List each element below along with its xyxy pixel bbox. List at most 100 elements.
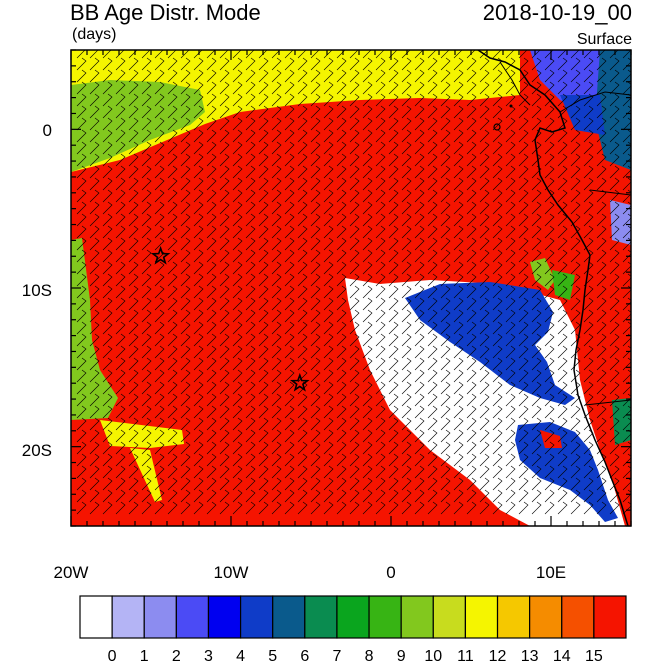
wind-barb <box>427 165 438 179</box>
wind-barb <box>427 261 438 275</box>
wind-barb <box>206 345 217 359</box>
wind-barb <box>102 177 113 191</box>
wind-barb <box>362 213 373 227</box>
wind-barb <box>518 153 529 167</box>
wind-barb <box>544 153 555 167</box>
wind-barb <box>245 129 256 143</box>
wind-barb <box>570 141 581 155</box>
wind-barb <box>492 201 503 215</box>
wind-barb <box>258 213 269 227</box>
wind-barb <box>167 273 178 287</box>
wind-barb <box>245 105 256 119</box>
wind-barb <box>453 321 464 335</box>
wind-barb <box>375 345 386 359</box>
wind-barb <box>362 465 373 479</box>
wind-barb <box>375 381 386 395</box>
wind-barb <box>258 321 269 335</box>
wind-barb <box>492 237 503 251</box>
wind-barb <box>440 201 451 215</box>
wind-barb <box>362 297 373 311</box>
wind-barb <box>401 429 412 443</box>
wind-barb <box>167 333 178 347</box>
wind-barb <box>362 333 373 347</box>
wind-barb <box>102 213 113 227</box>
wind-barb <box>531 333 542 347</box>
wind-barb <box>232 50 242 59</box>
wind-barb <box>544 429 555 443</box>
wind-barb <box>544 237 555 251</box>
wind-barb <box>310 297 321 311</box>
wind-barb <box>323 465 334 479</box>
wind-barb <box>258 201 269 215</box>
wind-barb <box>466 213 477 227</box>
wind-barb <box>323 333 334 347</box>
wind-barb <box>466 225 477 239</box>
wind-barb <box>479 50 489 59</box>
wind-barb <box>141 321 152 335</box>
wind-barb <box>518 345 529 359</box>
wind-barb <box>323 405 334 419</box>
wind-barb <box>349 261 360 275</box>
wind-barb <box>193 50 203 59</box>
wind-barb <box>76 405 87 419</box>
wind-barb <box>219 50 229 59</box>
wind-barb <box>349 81 360 95</box>
wind-barb <box>466 429 477 443</box>
wind-barb <box>128 381 139 395</box>
wind-barb <box>414 417 425 431</box>
coastline <box>477 50 629 526</box>
wind-barb <box>232 333 243 347</box>
wind-barb <box>414 261 425 275</box>
wind-barb <box>271 129 282 143</box>
wind-barb <box>544 321 555 335</box>
wind-barb <box>271 153 282 167</box>
colorbar-label: 12 <box>488 648 507 665</box>
wind-barb <box>518 50 528 59</box>
wind-barb <box>89 345 100 359</box>
wind-barb <box>206 261 217 275</box>
wind-barb <box>89 57 100 71</box>
wind-barb <box>375 141 386 155</box>
wind-barb <box>466 177 477 191</box>
wind-barb <box>492 273 503 287</box>
wind-barb <box>219 381 230 395</box>
wind-barb <box>258 117 269 131</box>
wind-barb <box>89 297 100 311</box>
wind-barb <box>284 405 295 419</box>
wind-barb <box>154 477 165 491</box>
wind-barb <box>596 369 607 383</box>
wind-barb <box>89 417 100 431</box>
wind-barb <box>544 93 555 107</box>
wind-barb <box>193 297 204 311</box>
wind-barb <box>492 50 502 59</box>
wind-barb <box>557 57 568 71</box>
wind-barb <box>479 417 490 431</box>
wind-barb <box>180 369 191 383</box>
wind-barb <box>375 50 385 59</box>
wind-barb <box>89 165 100 179</box>
wind-barb <box>609 285 620 299</box>
wind-barb <box>102 321 113 335</box>
wind-barb <box>89 225 100 239</box>
wind-barb <box>167 345 178 359</box>
wind-barb <box>609 249 620 263</box>
wind-barb <box>427 201 438 215</box>
wind-barb <box>349 333 360 347</box>
wind-barb <box>102 129 113 143</box>
wind-barb <box>492 249 503 263</box>
wind-barb <box>245 405 256 419</box>
wind-barb <box>570 489 581 503</box>
wind-barb <box>271 69 282 83</box>
wind-barb <box>570 237 581 251</box>
colorbar-label: 4 <box>236 648 246 665</box>
wind-barb <box>167 201 178 215</box>
wind-barb <box>167 381 178 395</box>
wind-barb <box>297 105 308 119</box>
wind-barb <box>583 453 594 467</box>
colorbar-label: 15 <box>584 648 603 665</box>
wind-barb <box>349 501 360 515</box>
wind-barb <box>76 417 87 431</box>
wind-barb <box>89 357 100 371</box>
wind-barb <box>505 333 516 347</box>
wind-barb <box>89 261 100 275</box>
